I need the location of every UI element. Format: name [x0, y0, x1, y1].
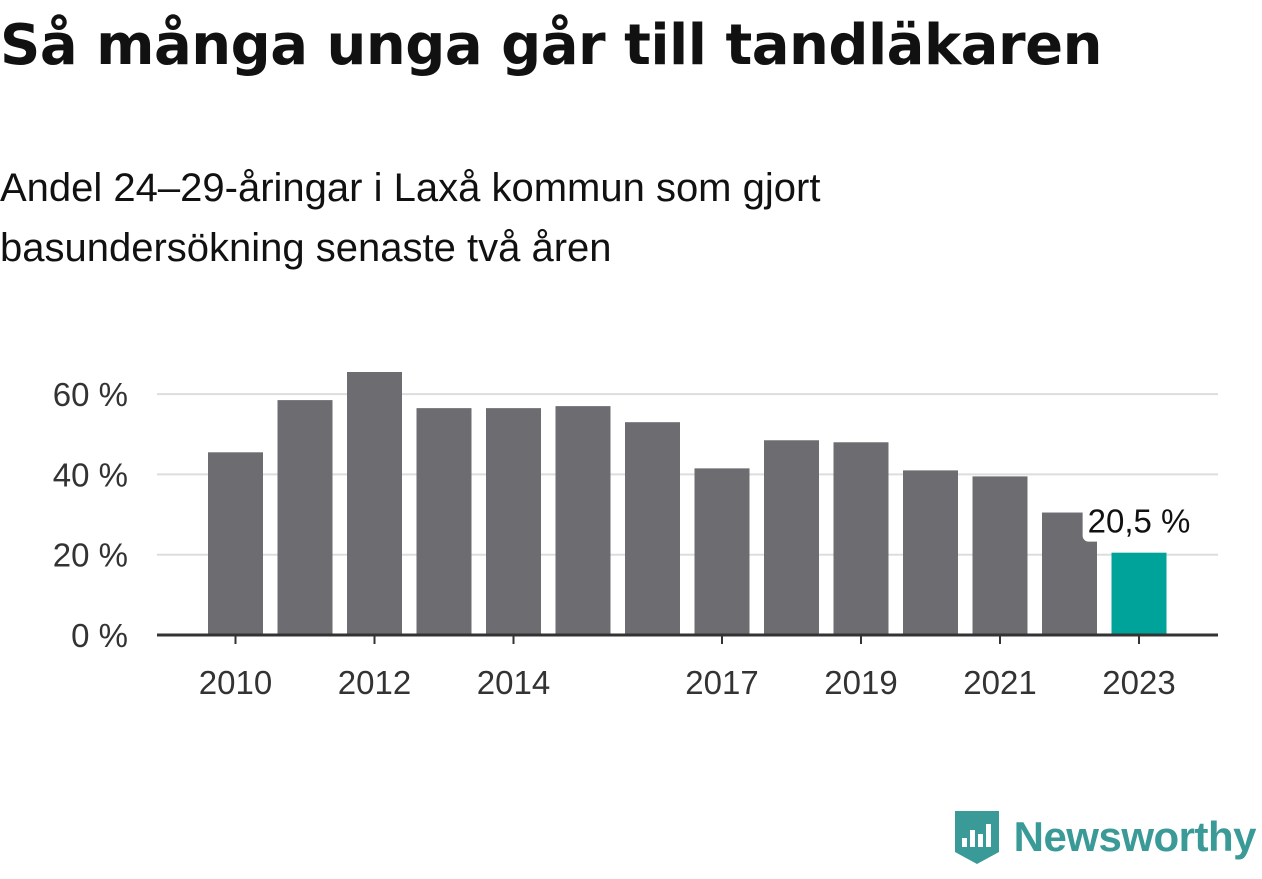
- bar-2019: [833, 442, 889, 635]
- x-tick-label: 2017: [685, 664, 758, 701]
- chart-subtitle: Andel 24–29-åringar i Laxå kommun som gj…: [0, 166, 821, 270]
- y-tick-label: 40 %: [53, 456, 128, 493]
- value-annotation: 20,5 %: [1082, 500, 1196, 542]
- x-tick-label: 2021: [963, 664, 1036, 701]
- y-tick-label: 0 %: [71, 617, 128, 654]
- bar-2023: [1111, 552, 1167, 635]
- newsworthy-logo-icon: [954, 811, 999, 864]
- newsworthy-logo: Newsworthy: [952, 805, 1257, 869]
- x-tick-label: 2010: [199, 664, 272, 701]
- bar-2017: [694, 468, 750, 635]
- x-tick-label: 2023: [1102, 664, 1175, 701]
- bar-2015: [555, 406, 611, 635]
- chart-title: Så många unga går till tandläkaren: [0, 13, 1102, 78]
- x-tick-label: 2019: [824, 664, 897, 701]
- bar-2012: [347, 372, 402, 635]
- bar-2013: [416, 408, 472, 635]
- x-tick-label: 2012: [338, 664, 411, 701]
- bar-2018: [764, 440, 819, 635]
- y-tick-label: 60 %: [53, 376, 128, 413]
- bars: [208, 372, 1167, 635]
- bar-2010: [208, 452, 263, 635]
- bar-2011: [277, 400, 333, 635]
- y-tick-label: 20 %: [53, 537, 128, 574]
- annotation-background: [1082, 500, 1196, 542]
- bar-2021: [972, 476, 1028, 635]
- x-axis-ticks: 2010 2012 2014 2017 2019 2021 2023: [199, 635, 1176, 701]
- brand-name: Newsworthy: [1013, 813, 1257, 860]
- x-tick-label: 2014: [477, 664, 550, 701]
- bar-2014: [486, 408, 541, 635]
- bar-2020: [903, 470, 958, 635]
- bar-2016: [625, 422, 680, 635]
- y-axis-ticks: 0 % 20 % 40 % 60 %: [53, 376, 128, 654]
- annotation-label: 20,5 %: [1088, 503, 1191, 540]
- gridlines: [157, 393, 1218, 556]
